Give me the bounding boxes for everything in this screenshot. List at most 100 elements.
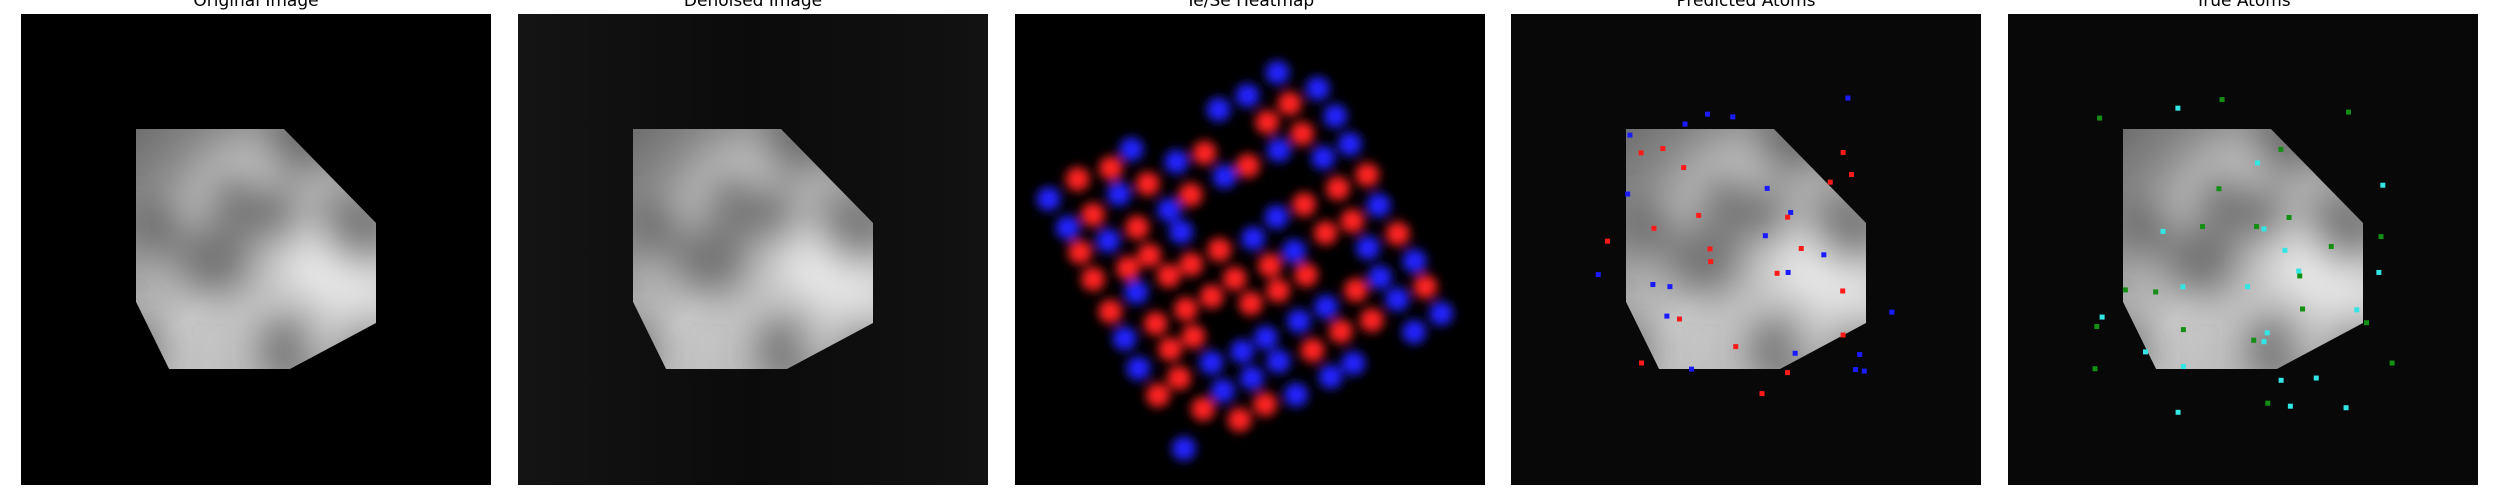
- heat-blob: [1355, 235, 1380, 260]
- heat-blob: [1143, 311, 1168, 336]
- heat-blob: [1065, 167, 1090, 192]
- heat-blob: [1119, 137, 1144, 162]
- atom-marker: [2389, 360, 2395, 366]
- atom-marker: [2251, 337, 2257, 343]
- heat-blob: [1146, 383, 1171, 408]
- heat-blob: [1137, 243, 1162, 268]
- atom-marker: [2264, 330, 2270, 336]
- heat-blob: [1367, 265, 1392, 290]
- atom-marker: [2099, 314, 2105, 320]
- atom-marker: [1676, 316, 1682, 322]
- texture-blob: [246, 183, 307, 244]
- heat-blob: [1178, 182, 1203, 207]
- heat-blob: [1366, 193, 1391, 218]
- texture-blob: [2123, 202, 2167, 252]
- atom-marker: [1705, 111, 1711, 117]
- heat-blob: [1257, 253, 1282, 278]
- atom-marker: [2278, 146, 2284, 152]
- heat-blob: [1264, 205, 1289, 230]
- texture-blob: [743, 183, 804, 244]
- heat-blob: [1311, 145, 1336, 170]
- heat-blob: [1169, 219, 1194, 244]
- heat-blob: [1207, 237, 1232, 262]
- heat-blob: [1212, 164, 1237, 189]
- atom-marker: [1696, 212, 1702, 218]
- heat-blob: [1191, 396, 1216, 421]
- particle-texture: [2123, 129, 2363, 369]
- heat-blob: [1341, 351, 1366, 376]
- atom-marker: [2216, 186, 2222, 192]
- panel-title: Original Image: [193, 0, 318, 11]
- atom-marker: [1857, 352, 1863, 358]
- atom-marker: [2300, 306, 2306, 312]
- panel-title: Predicted Atoms: [1676, 0, 1815, 11]
- atom-marker: [2287, 403, 2293, 409]
- heat-blob: [1313, 220, 1338, 245]
- atom-marker: [2245, 284, 2251, 290]
- texture-blob: [817, 182, 873, 266]
- heat-blob: [1192, 140, 1217, 165]
- atom-marker: [1650, 282, 1656, 288]
- atom-marker: [1764, 185, 1770, 191]
- atom-marker: [2180, 364, 2186, 370]
- heat-blob: [1156, 263, 1181, 288]
- atom-marker: [1853, 367, 1859, 373]
- atom-marker: [2094, 323, 2100, 329]
- panel-title: Te/Se Heatmap: [1185, 0, 1314, 11]
- heat-blob: [1126, 356, 1151, 381]
- heat-blob: [1300, 338, 1325, 363]
- heat-blob: [1106, 182, 1131, 207]
- atom-marker: [2175, 409, 2181, 415]
- atom-marker: [1861, 368, 1867, 374]
- panel: [2008, 14, 2478, 485]
- heat-blob: [1253, 392, 1278, 417]
- heat-blob: [1402, 319, 1427, 344]
- heat-blob: [1036, 186, 1061, 211]
- heat-blob: [1238, 291, 1263, 316]
- heat-blob: [1227, 407, 1252, 432]
- panel-title: Denoised Image: [684, 0, 822, 11]
- heat-blob: [1305, 76, 1330, 101]
- atom-marker: [2254, 224, 2260, 230]
- atom-marker: [2254, 160, 2260, 166]
- atom-marker: [1798, 245, 1804, 251]
- atom-marker: [2219, 97, 2225, 103]
- atom-marker: [2296, 268, 2302, 274]
- heat-blob: [1081, 267, 1106, 292]
- atom-marker: [1788, 209, 1794, 215]
- atom-marker: [2297, 273, 2303, 279]
- heat-blob: [1173, 297, 1198, 322]
- texture-blob: [1626, 202, 1670, 252]
- heat-blob: [1325, 176, 1350, 201]
- heat-blob: [1340, 208, 1365, 233]
- heat-blob: [1135, 171, 1160, 196]
- atom-marker: [1651, 225, 1657, 231]
- heat-blob: [1241, 226, 1266, 251]
- atom-marker: [1638, 150, 1644, 156]
- panel: [1511, 14, 1981, 485]
- atom-marker: [1604, 238, 1610, 244]
- heat-blob: [1328, 319, 1353, 344]
- atom-marker: [1639, 360, 1645, 366]
- heat-blob: [1266, 278, 1291, 303]
- atom-marker: [2354, 307, 2360, 313]
- atom-marker: [2282, 247, 2288, 253]
- heat-blob: [1157, 197, 1182, 222]
- heat-blob: [1290, 121, 1315, 146]
- texture-blob: [674, 218, 752, 296]
- heat-blob: [1429, 301, 1454, 326]
- heat-blob: [1413, 274, 1438, 299]
- heat-blob: [1080, 202, 1105, 227]
- heat-blob: [1112, 326, 1137, 351]
- heat-blob: [1277, 91, 1302, 116]
- atom-marker: [1730, 114, 1736, 120]
- texture-blob: [320, 182, 376, 266]
- atom-marker: [1845, 95, 1851, 101]
- atom-marker: [1689, 366, 1695, 372]
- atom-marker: [1707, 246, 1713, 252]
- heat-blob: [1286, 309, 1311, 334]
- atom-marker: [1785, 214, 1791, 220]
- atom-marker: [2261, 226, 2267, 232]
- atom-marker: [2328, 243, 2334, 249]
